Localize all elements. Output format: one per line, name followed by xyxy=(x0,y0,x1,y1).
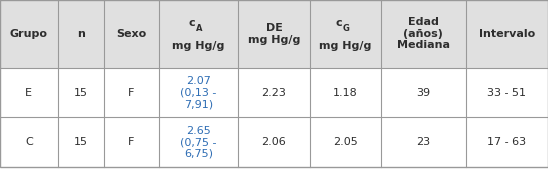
Text: 2.23: 2.23 xyxy=(261,88,287,98)
Bar xyxy=(0,117,548,167)
Text: 33 - 51: 33 - 51 xyxy=(487,88,527,98)
Text: A: A xyxy=(196,24,202,33)
Text: 2.05: 2.05 xyxy=(333,137,358,147)
Text: 2.06: 2.06 xyxy=(261,137,287,147)
Text: F: F xyxy=(128,88,135,98)
Bar xyxy=(0,0,548,68)
Text: 15: 15 xyxy=(74,137,88,147)
Text: mg Hg/g: mg Hg/g xyxy=(319,41,372,52)
Text: 1.18: 1.18 xyxy=(333,88,358,98)
Text: c: c xyxy=(335,18,342,28)
Text: E: E xyxy=(25,88,32,98)
Bar xyxy=(0,68,548,117)
Text: Grupo: Grupo xyxy=(10,29,48,39)
Text: C: C xyxy=(25,137,33,147)
Text: 2.07
(0,13 -
7,91): 2.07 (0,13 - 7,91) xyxy=(180,76,217,109)
Text: 39: 39 xyxy=(416,88,430,98)
Text: Sexo: Sexo xyxy=(116,29,147,39)
Text: 17 - 63: 17 - 63 xyxy=(487,137,527,147)
Text: n: n xyxy=(77,29,85,39)
Text: F: F xyxy=(128,137,135,147)
Text: DE
mg Hg/g: DE mg Hg/g xyxy=(248,23,300,45)
Text: 23: 23 xyxy=(416,137,430,147)
Text: G: G xyxy=(342,24,349,33)
Text: c: c xyxy=(189,18,196,28)
Text: mg Hg/g: mg Hg/g xyxy=(173,41,225,52)
Text: 2.65
(0,75 -
6,75): 2.65 (0,75 - 6,75) xyxy=(180,126,217,159)
Text: 15: 15 xyxy=(74,88,88,98)
Text: Intervalo: Intervalo xyxy=(479,29,535,39)
Text: Edad
(años)
Mediana: Edad (años) Mediana xyxy=(397,17,450,50)
